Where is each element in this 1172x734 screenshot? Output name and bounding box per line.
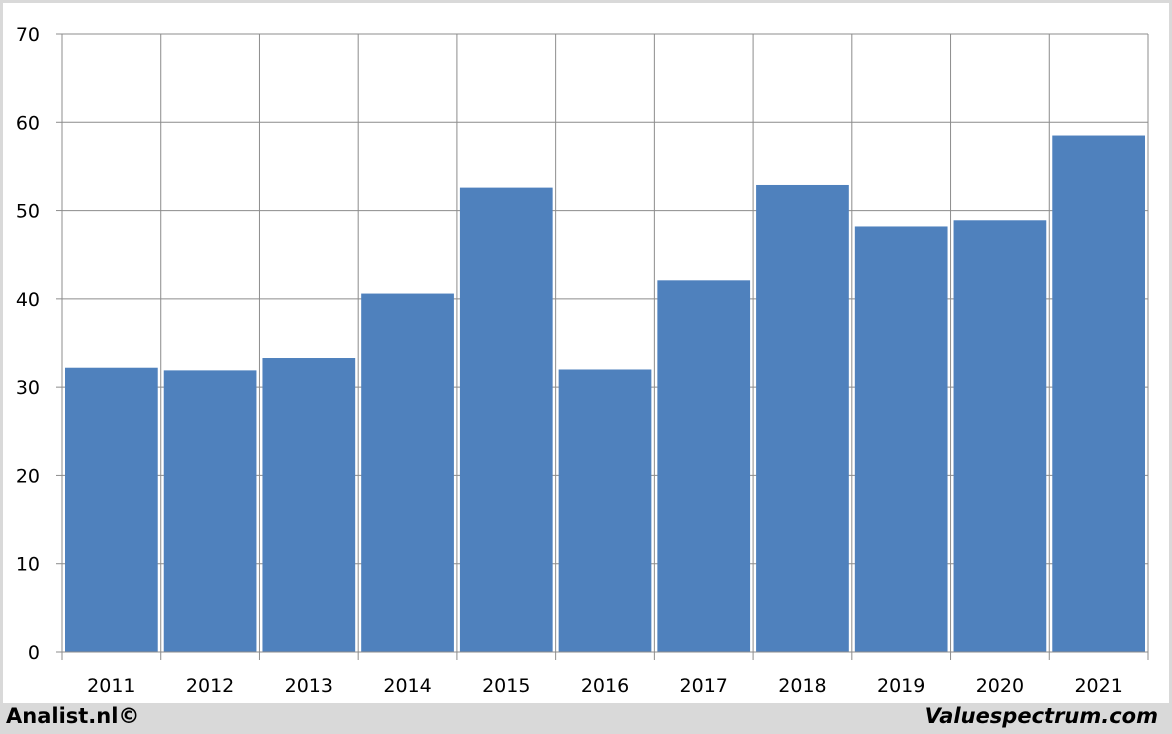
y-tick-label: 70 [16, 24, 40, 46]
x-tick-label: 2011 [87, 675, 135, 697]
x-tick-label: 2017 [680, 675, 728, 697]
x-tick-label: 2021 [1074, 675, 1122, 697]
source-credit-left: Analist.nl© [6, 704, 140, 728]
y-tick-label: 40 [16, 289, 40, 311]
x-tick-label: 2019 [877, 675, 925, 697]
bar-chart: 0 10 20 30 40 50 60 70 2011 2012 2013 2014 2015 2016 2… [16, 24, 1149, 697]
bar-2019 [854, 226, 948, 652]
bar-2016 [558, 369, 652, 652]
bar-2017 [657, 280, 751, 652]
y-tick-label: 30 [16, 377, 40, 399]
bar-2018 [756, 184, 849, 652]
x-tick-label: 2018 [778, 675, 826, 697]
y-tick-label: 60 [16, 112, 40, 134]
y-tick-label: 20 [16, 465, 40, 487]
x-tick-label: 2012 [186, 675, 234, 697]
x-tick-label: 2020 [976, 675, 1024, 697]
bar-2011 [65, 367, 158, 652]
bar-2014 [361, 293, 454, 652]
bar-2013 [262, 358, 356, 652]
source-credit-right: Valuespectrum.com [924, 704, 1158, 728]
bar-2021 [1052, 135, 1145, 652]
x-tick-label: 2014 [383, 675, 431, 697]
bar-2020 [953, 220, 1047, 653]
y-tick-label: 0 [28, 642, 40, 664]
y-tick-label: 50 [16, 201, 40, 223]
y-tick-label: 10 [16, 554, 40, 576]
x-tick-label: 2015 [482, 675, 530, 697]
bar-2012 [163, 370, 257, 652]
x-tick-label: 2016 [581, 675, 629, 697]
x-tick-label: 2013 [285, 675, 333, 697]
bar-2015 [459, 187, 553, 653]
